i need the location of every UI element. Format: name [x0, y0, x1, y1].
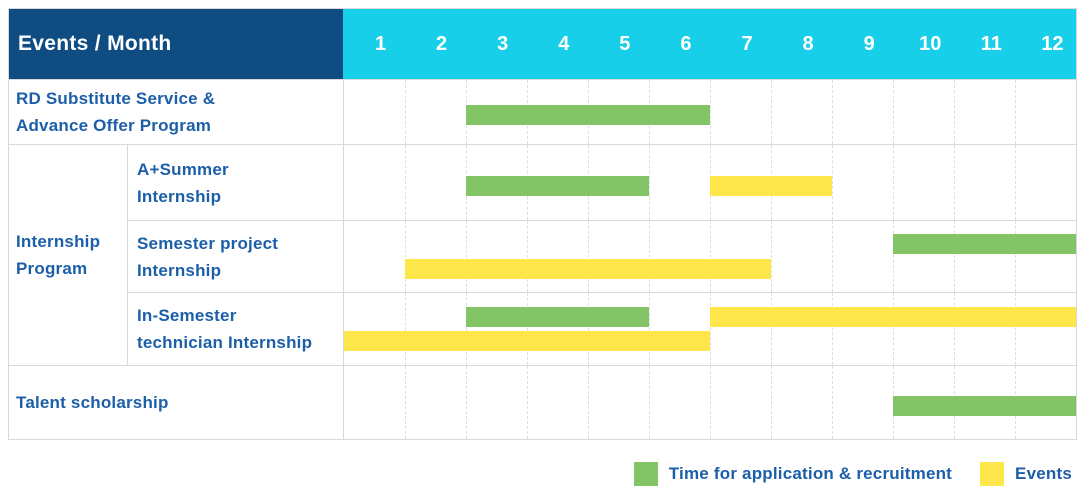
- month-gridline: [466, 293, 467, 365]
- row-label-talent-scholarship: Talent scholarship: [9, 365, 343, 439]
- chart-row-in-semester-technician-internship: [343, 292, 1076, 365]
- month-gridline: [405, 145, 406, 220]
- month-gridline: [527, 221, 528, 292]
- gantt-bar-events: [710, 306, 1076, 327]
- month-gridline: [954, 145, 955, 220]
- gantt-bar-events: [344, 331, 710, 352]
- month-gridline: [405, 80, 406, 144]
- row-group-label-internship-program: Internship Program: [9, 144, 127, 365]
- month-gridline: [710, 221, 711, 292]
- gantt-bar-events: [405, 258, 771, 279]
- month-header-1: 1: [374, 32, 387, 55]
- month-header-row: 1 2 3 4 5 6 7 8 9 10 11 12: [343, 9, 1076, 79]
- month-gridline: [954, 293, 955, 365]
- month-gridline: [588, 366, 589, 439]
- month-header-12: 12: [1041, 32, 1064, 55]
- month-gridline: [832, 221, 833, 292]
- month-header-9: 9: [863, 32, 875, 55]
- month-gridline: [649, 366, 650, 439]
- month-gridline: [710, 80, 711, 144]
- chart-row-rd-substitute-service: [343, 79, 1076, 144]
- month-header-4: 4: [558, 32, 570, 55]
- table-header-title: Events / Month: [9, 9, 343, 79]
- month-gridline: [405, 221, 406, 292]
- month-gridline: [710, 293, 711, 365]
- month-gridline: [1015, 293, 1016, 365]
- month-gridline: [771, 366, 772, 439]
- row-label-rd-substitute-service: RD Substitute Service & Advance Offer Pr…: [9, 79, 343, 144]
- month-header-7: 7: [741, 32, 753, 55]
- month-gridline: [893, 145, 894, 220]
- month-gridline: [649, 293, 650, 365]
- month-header-2: 2: [436, 32, 448, 55]
- month-gridline: [1015, 221, 1016, 292]
- legend-label-events: Events: [1015, 464, 1072, 483]
- legend-item-events: Events: [980, 462, 1072, 486]
- month-gridline: [771, 80, 772, 144]
- month-gridline: [832, 293, 833, 365]
- month-gridline: [832, 80, 833, 144]
- month-header-5: 5: [619, 32, 631, 55]
- row-label-in-semester-technician-internship: In-Semester technician Internship: [127, 292, 343, 365]
- row-label-a-summer-internship: A+Summer Internship: [127, 144, 343, 220]
- events-month-table: Events / Month 1 2 3 4 5 6 7 8 9 10 11 12 RD Substi…: [8, 8, 1077, 440]
- month-header-6: 6: [680, 32, 692, 55]
- month-gridline: [954, 80, 955, 144]
- month-gridline: [893, 80, 894, 144]
- gantt-bar-application: [466, 175, 649, 196]
- month-gridline: [588, 293, 589, 365]
- month-gridline: [527, 366, 528, 439]
- month-gridline: [649, 221, 650, 292]
- legend-swatch-events-yellow: [980, 462, 1005, 486]
- legend-label-application: Time for application & recruitment: [668, 464, 953, 483]
- legend-item-application: Time for application & recruitment: [633, 462, 953, 486]
- month-gridline: [771, 221, 772, 292]
- chart-row-talent-scholarship: [343, 365, 1076, 439]
- month-gridline: [832, 145, 833, 220]
- gantt-bar-application: [893, 395, 1076, 416]
- chart-row-semester-project-internship: [343, 220, 1076, 292]
- legend: Time for application & recruitment Event…: [633, 462, 1072, 486]
- month-gridline: [405, 293, 406, 365]
- month-gridline: [405, 366, 406, 439]
- month-header-8: 8: [802, 32, 814, 55]
- month-gridline: [893, 221, 894, 292]
- legend-swatch-application-green: [633, 462, 658, 486]
- month-gridline: [832, 366, 833, 439]
- gantt-bar-application: [893, 234, 1076, 255]
- month-gridline: [771, 293, 772, 365]
- month-gridline: [1015, 145, 1016, 220]
- month-gridline: [1015, 80, 1016, 144]
- month-gridline: [954, 221, 955, 292]
- month-header-11: 11: [980, 32, 1002, 55]
- chart-row-a-summer-internship: [343, 144, 1076, 220]
- month-header-10: 10: [919, 32, 942, 55]
- month-gridline: [710, 366, 711, 439]
- month-gridline: [588, 221, 589, 292]
- month-gridline: [466, 366, 467, 439]
- row-label-semester-project-internship: Semester project Internship: [127, 220, 343, 292]
- month-header-3: 3: [497, 32, 509, 55]
- month-gridline: [527, 293, 528, 365]
- gantt-bar-application: [466, 105, 710, 125]
- month-gridline: [466, 221, 467, 292]
- gantt-bar-events: [710, 175, 832, 196]
- month-gridline: [649, 145, 650, 220]
- gantt-bar-application: [466, 306, 649, 327]
- month-gridline: [893, 293, 894, 365]
